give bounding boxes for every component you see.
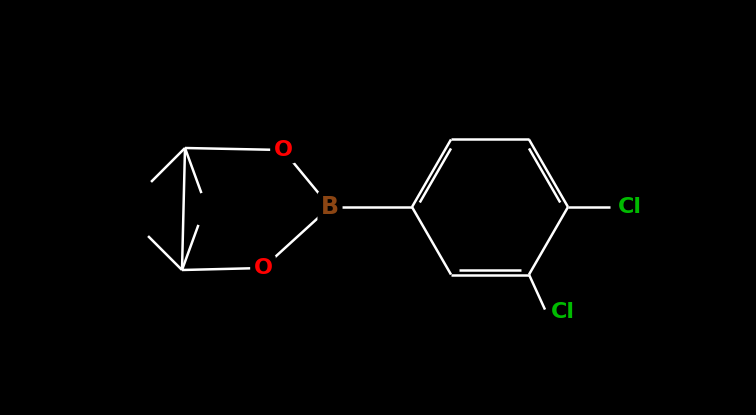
Text: Cl: Cl xyxy=(618,197,642,217)
Text: Cl: Cl xyxy=(551,302,575,322)
Text: O: O xyxy=(274,140,293,160)
Text: O: O xyxy=(253,258,272,278)
Text: B: B xyxy=(321,195,339,219)
